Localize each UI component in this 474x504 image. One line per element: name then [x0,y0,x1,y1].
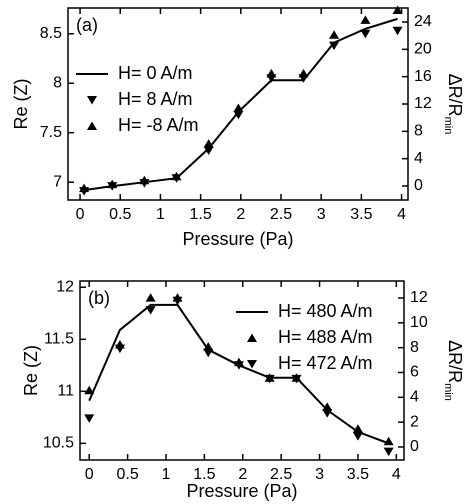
y-tick-label: 7.5 [40,124,62,141]
data-marker [360,15,371,24]
x-tick-label: 2 [238,466,247,483]
y-axis-label: Re (Z) [21,345,41,396]
y2-tick-label: 8 [410,339,419,356]
panel-label: (a) [76,15,98,35]
x-tick-label: 3 [317,206,326,223]
y2-axis-label-sub: min [442,117,454,135]
data-marker [145,293,156,302]
y-axis-label: Re (Z) [11,79,31,130]
data-marker [383,436,394,446]
y2-tick-label: 0 [410,438,419,455]
x-tick-label: 4 [392,466,401,483]
x-tick-label: 1 [156,206,165,223]
x-tick-label: 1.5 [193,466,215,483]
data-marker [84,385,95,395]
y2-tick-label: 0 [414,177,423,194]
y2-tick-label: 20 [414,41,432,58]
data-marker [233,361,244,370]
data-marker [84,414,95,423]
x-tick-label: 0 [76,206,85,223]
legend-label: H= -8 A/m [118,115,199,135]
y2-tick-label: 6 [410,364,419,381]
x-tick-label: 0.5 [116,466,138,483]
data-marker [322,402,333,411]
x-tick-label: 1.5 [189,206,211,223]
data-marker [298,68,309,78]
y2-axis-label-sub: min [442,383,454,401]
data-marker [172,296,183,306]
y2-tick-label: 4 [410,389,419,406]
data-marker [329,30,340,39]
data-marker [79,183,90,193]
data-marker [171,171,182,181]
legend-label: H= 0 A/m [118,63,193,83]
x-tick-label: 4 [397,206,406,223]
y2-tick-label: 12 [414,95,432,112]
y-tick-label: 11.5 [44,330,74,347]
y-tick-label: 12 [56,278,74,295]
y2-axis-label: ΔR/Rmin [442,340,465,401]
legend-swatch [247,360,257,369]
data-marker [392,26,403,36]
x-tick-label: 2.5 [270,466,292,483]
legend-swatch [87,121,97,130]
x-tick-label: 0 [85,466,94,483]
data-marker [352,424,363,433]
x-axis-label: Pressure (Pa) [186,481,297,501]
y2-tick-label: 12 [410,289,428,306]
x-tick-label: 3.5 [347,466,369,483]
legend-swatch [247,333,257,342]
y-tick-label: 11 [57,383,74,400]
data-marker [383,447,394,457]
data-marker [203,348,214,358]
data-marker [233,110,244,120]
data-marker [266,68,277,78]
y2-tick-label: 10 [410,314,428,331]
legend-label: H= 488 A/m [278,327,373,347]
y-tick-label: 8 [53,74,62,91]
x-tick-label: 2 [236,206,245,223]
y2-tick-label: 8 [414,123,423,140]
y2-tick-label: 2 [410,413,419,430]
x-tick-label: 2.5 [270,206,292,223]
panel-label: (b) [88,288,110,308]
plot-frame [79,280,405,461]
x-axis-label: Pressure (Pa) [182,229,293,249]
y-tick-label: 7 [53,173,62,190]
data-line [88,303,389,445]
y2-tick-label: 4 [414,150,423,167]
y-tick-label: 10.5 [43,435,74,452]
data-marker [322,409,333,418]
data-marker [107,179,118,189]
y2-axis-label-main: ΔR/R [445,74,465,117]
data-marker [360,29,371,39]
data-marker [291,374,302,384]
data-marker [233,103,244,112]
legend-swatch [87,96,97,105]
data-marker [264,374,275,384]
x-tick-label: 0.5 [109,206,131,223]
y-tick-label: 8.5 [40,25,62,42]
data-marker [139,175,150,185]
x-tick-label: 3.5 [350,206,372,223]
data-marker [145,306,156,315]
data-marker [392,5,403,14]
data-marker [203,342,214,351]
legend-label: H= 480 A/m [278,301,373,321]
y2-axis-label: ΔR/Rmin [442,74,465,135]
y2-tick-label: 16 [414,68,432,85]
y2-tick-label: 24 [414,13,432,30]
x-tick-label: 1 [162,466,171,483]
data-marker [329,41,340,51]
y2-axis-label-main: ΔR/R [445,340,465,383]
data-marker [203,139,214,148]
data-marker [203,146,214,156]
data-marker [114,344,125,354]
x-tick-label: 3 [315,466,324,483]
legend-label: H= 8 A/m [118,89,193,109]
data-marker [352,432,363,441]
legend-label: H= 472 A/m [278,353,373,373]
